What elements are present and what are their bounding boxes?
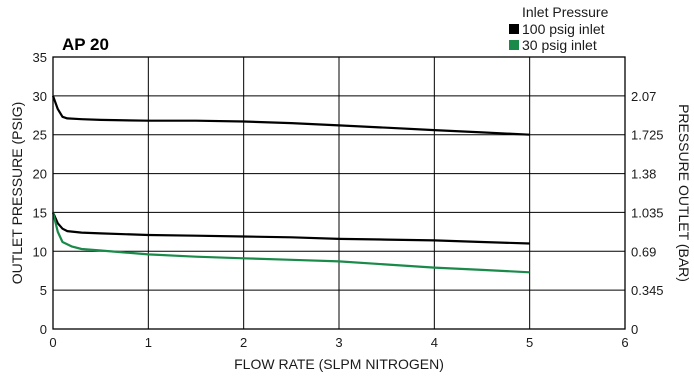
series-line-2 — [51, 212, 530, 274]
x-tick-labels: 0 1 2 3 4 5 6 — [49, 335, 628, 350]
y2-tick-label: 1.38 — [631, 167, 656, 182]
series-line-0 — [51, 95, 530, 136]
y2-tick-label: 0 — [631, 322, 638, 337]
y-tick-label: 30 — [33, 89, 47, 104]
y-tick-label: 20 — [33, 167, 47, 182]
x-tick-label: 3 — [335, 335, 342, 350]
x-tick-label: 6 — [621, 335, 628, 350]
y2-tick-labels: 0 0.345 0.69 1.035 1.38 1.725 2.07 — [631, 89, 664, 337]
chart-title: AP 20 — [62, 35, 109, 54]
y-tick-label: 35 — [33, 50, 47, 65]
x-tick-label: 4 — [431, 335, 438, 350]
y2-axis-title: PRESSURE OUTLET (BAR) — [676, 104, 692, 282]
x-tick-label: 5 — [526, 335, 533, 350]
y2-tick-label: 1.035 — [631, 205, 664, 220]
y-tick-label: 15 — [33, 205, 47, 220]
legend-swatch-30-psig — [509, 40, 519, 50]
legend: Inlet Pressure 100 psig inlet 30 psig in… — [509, 4, 609, 53]
y2-tick-label: 0.69 — [631, 244, 656, 259]
legend-swatch-100-psig — [509, 24, 519, 34]
y-tick-label: 5 — [40, 283, 47, 298]
plot-frame — [52, 56, 626, 330]
y2-tick-label: 1.725 — [631, 128, 664, 143]
grid-lines — [52, 56, 626, 330]
y2-tick-label: 0.345 — [631, 283, 664, 298]
x-axis-title: FLOW RATE (SLPM NITROGEN) — [234, 356, 444, 372]
y-tick-label: 25 — [33, 128, 47, 143]
y-axis-title: OUTLET PRESSURE (PSIG) — [9, 102, 25, 285]
series-line-1 — [51, 211, 530, 245]
legend-label-30-psig: 30 psig inlet — [522, 37, 597, 53]
y-tick-label: 10 — [33, 244, 47, 259]
x-tick-label: 1 — [145, 335, 152, 350]
y-tick-labels: 0 5 10 15 20 25 30 35 — [33, 50, 47, 337]
legend-title: Inlet Pressure — [522, 4, 609, 20]
y2-tick-label: 2.07 — [631, 89, 656, 104]
series-lines — [51, 95, 530, 274]
y-tick-label: 0 — [40, 322, 47, 337]
x-tick-label: 0 — [49, 335, 56, 350]
x-tick-label: 2 — [240, 335, 247, 350]
legend-label-100-psig: 100 psig inlet — [522, 21, 605, 37]
